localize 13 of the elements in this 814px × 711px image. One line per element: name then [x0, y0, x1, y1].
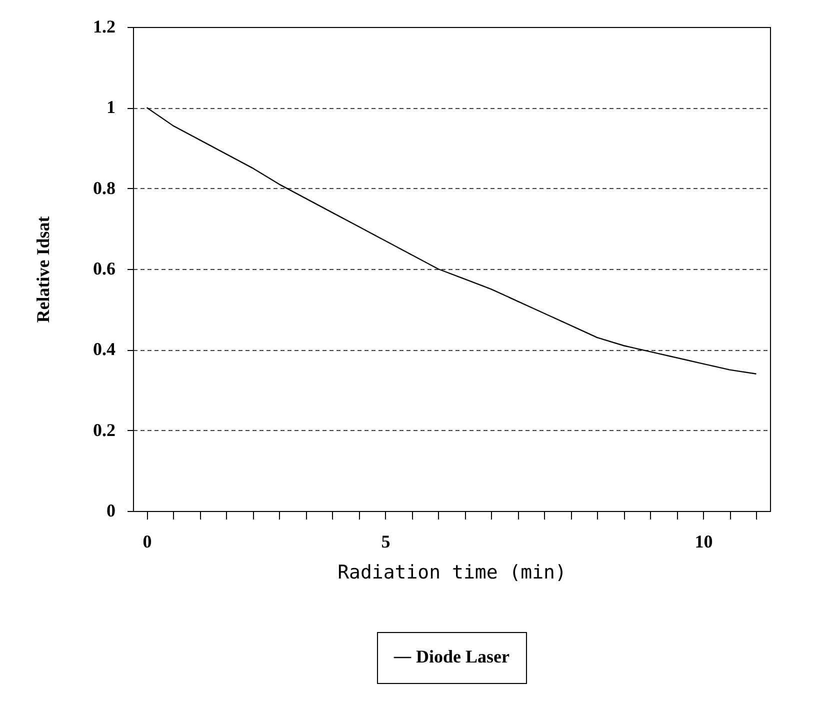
y-tick-label: 0.4 — [93, 339, 116, 360]
y-tick-label: 0.8 — [93, 178, 116, 198]
y-tick-label: 1.2 — [93, 16, 116, 36]
y-tick-label: 0 — [106, 500, 116, 520]
y-tick-label: 1 — [106, 97, 116, 118]
y-tick-label: 0.2 — [93, 420, 116, 440]
y-axis-title: Relative Idsat — [33, 216, 53, 323]
x-tick-label: 10 — [694, 532, 713, 552]
y-tick-label: 0.6 — [93, 258, 116, 278]
x-axis-title: Radiation time (min) — [338, 562, 566, 584]
x-tick-label: 0 — [142, 532, 152, 552]
legend-label: Diode Laser — [416, 646, 510, 666]
x-tick-label: 5 — [381, 532, 390, 552]
